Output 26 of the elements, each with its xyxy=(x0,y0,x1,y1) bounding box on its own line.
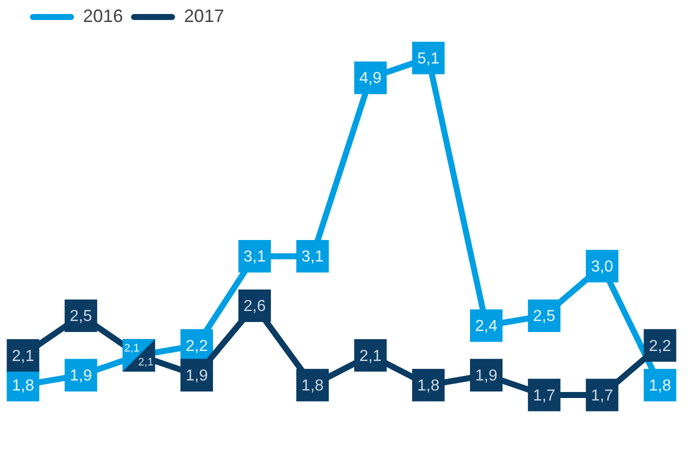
data-label: 2,6 xyxy=(244,298,266,316)
legend-label: 2017 xyxy=(184,6,224,26)
data-label: 1,9 xyxy=(475,368,498,385)
data-label: 1,9 xyxy=(186,368,208,385)
data-label: 2,4 xyxy=(475,318,498,336)
data-label: 2,5 xyxy=(70,308,92,326)
data-label: 2,1 xyxy=(359,348,382,365)
data-label: 2,1 xyxy=(124,342,140,354)
data-label: 2,2 xyxy=(186,338,208,355)
data-label: 1,7 xyxy=(590,387,614,404)
data-label: 1,8 xyxy=(301,377,324,394)
data-label: 3,1 xyxy=(244,248,266,266)
data-label: 1,9 xyxy=(70,368,92,385)
data-label: 1,7 xyxy=(533,387,556,404)
data-label: 3,0 xyxy=(590,258,614,276)
legend-label: 2016 xyxy=(83,6,124,26)
data-label: 4,9 xyxy=(359,70,382,88)
data-label: 5,1 xyxy=(417,50,440,68)
data-label: 1,8 xyxy=(648,377,672,394)
data-label: 2,2 xyxy=(648,338,672,355)
data-label: 1,8 xyxy=(417,377,440,394)
data-label: 2,5 xyxy=(533,308,556,326)
data-label: 1,8 xyxy=(12,377,34,394)
data-label: 2,1 xyxy=(138,356,154,368)
data-label: 2,1 xyxy=(12,348,34,365)
data-label: 3,1 xyxy=(301,248,324,266)
